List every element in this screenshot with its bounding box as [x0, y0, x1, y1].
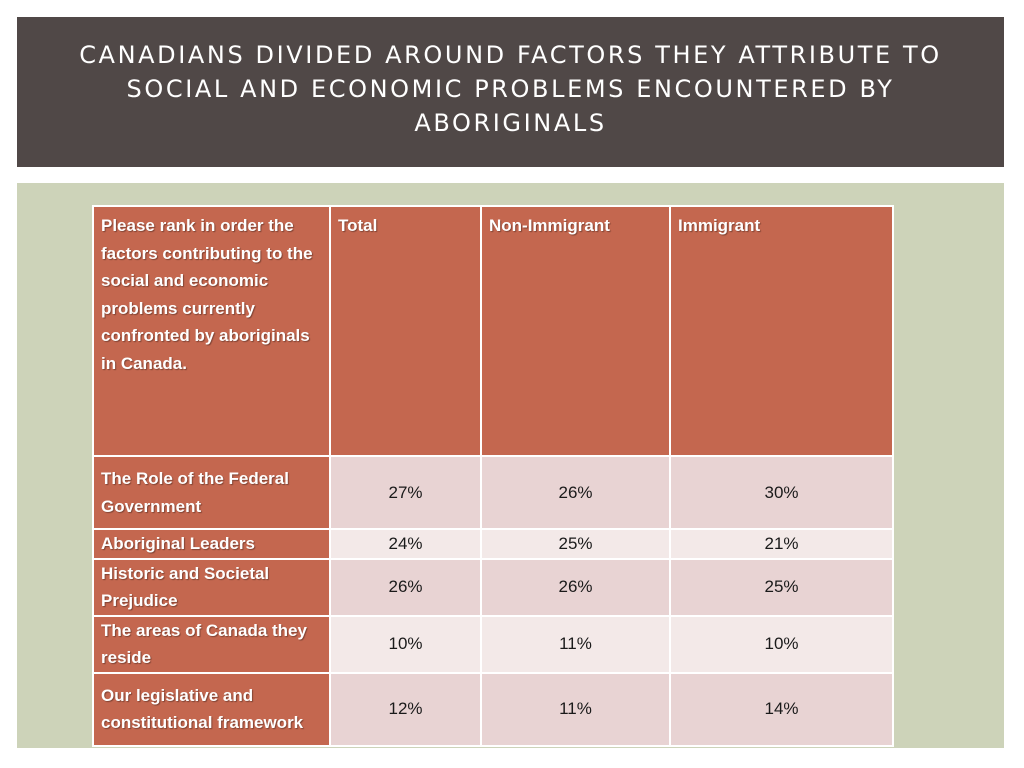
cell-immigrant: 10% [669, 614, 894, 674]
cell-non-immigrant: 26% [480, 455, 671, 530]
cell-total: 26% [329, 557, 482, 617]
cell-total: 10% [329, 614, 482, 674]
cell-total: 27% [329, 455, 482, 530]
table-header-row: Please rank in order the factors contrib… [92, 205, 894, 457]
header-total: Total [329, 205, 482, 457]
row-label: The Role of the Federal Government [92, 455, 331, 530]
table-row: Historic and Societal Prejudice 26% 26% … [92, 557, 894, 617]
cell-immigrant: 14% [669, 671, 894, 747]
cell-non-immigrant: 26% [480, 557, 671, 617]
row-label: The areas of Canada they reside [92, 614, 331, 674]
cell-total: 24% [329, 528, 482, 560]
row-label: Aboriginal Leaders [92, 528, 331, 560]
row-label: Our legislative and constitutional frame… [92, 671, 331, 747]
header-non-immigrant: Non-Immigrant [480, 205, 671, 457]
slide-title: Canadians divided around factors they at… [79, 41, 942, 137]
cell-total: 12% [329, 671, 482, 747]
header-immigrant: Immigrant [669, 205, 894, 457]
results-table: Please rank in order the factors contrib… [92, 205, 894, 747]
cell-non-immigrant: 11% [480, 614, 671, 674]
header-question: Please rank in order the factors contrib… [92, 205, 331, 457]
row-label: Historic and Societal Prejudice [92, 557, 331, 617]
cell-non-immigrant: 25% [480, 528, 671, 560]
title-bar: Canadians divided around factors they at… [17, 17, 1004, 167]
table-row: Aboriginal Leaders 24% 25% 21% [92, 528, 894, 560]
table-row: The Role of the Federal Government 27% 2… [92, 455, 894, 530]
table-row: Our legislative and constitutional frame… [92, 671, 894, 747]
cell-non-immigrant: 11% [480, 671, 671, 747]
table-row: The areas of Canada they reside 10% 11% … [92, 614, 894, 674]
cell-immigrant: 21% [669, 528, 894, 560]
cell-immigrant: 30% [669, 455, 894, 530]
cell-immigrant: 25% [669, 557, 894, 617]
